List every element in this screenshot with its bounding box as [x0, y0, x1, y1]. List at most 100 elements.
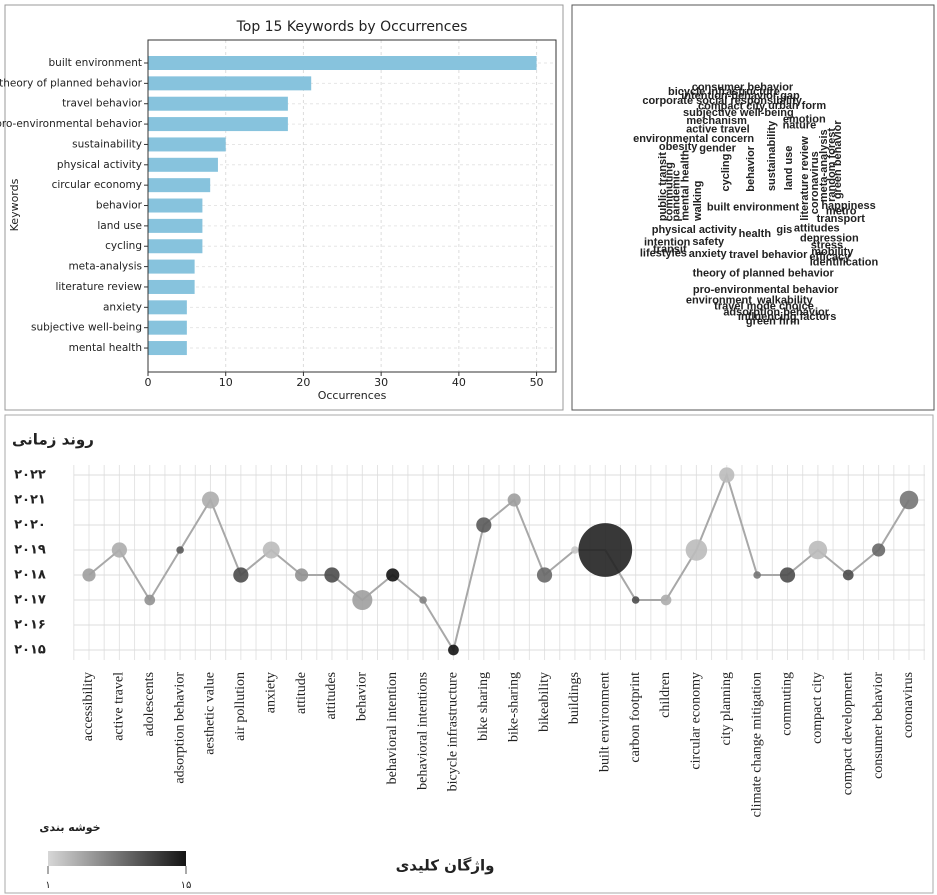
y-tick-label: ۲۰۱۵ — [14, 643, 46, 658]
x-tick-label: bicycle infrastructure — [446, 672, 461, 791]
word: consumer behavior — [692, 82, 794, 94]
bar — [148, 56, 537, 70]
x-tick-label: climate change mitigation — [749, 672, 764, 817]
colorbar-tick-label: ۱۵ — [181, 880, 192, 891]
bar-panel — [4, 4, 564, 411]
y-tick-label: ۲۰۱۷ — [14, 593, 46, 608]
word: metro — [826, 205, 857, 217]
x-tick-label: active travel — [112, 672, 127, 741]
y-tick-label: ۲۰۱۸ — [14, 568, 46, 583]
y-axis-title: روند زمانی — [12, 431, 94, 449]
bubble — [111, 542, 127, 558]
y-tick-label: subjective well-being — [31, 322, 142, 334]
y-tick-label: ۲۰۲۱ — [14, 493, 46, 508]
bubble — [536, 567, 553, 583]
word: travel behavior — [729, 249, 808, 261]
bubble — [448, 644, 459, 656]
word: identification — [810, 256, 879, 268]
x-tick-label: city planning — [719, 672, 734, 746]
bar — [148, 178, 211, 193]
word: mechanism — [686, 115, 747, 127]
bubble — [753, 571, 761, 579]
word: subjective well-being — [683, 107, 794, 119]
x-tick-label: bike-sharing — [506, 672, 521, 742]
x-tick-label: attitudes — [324, 672, 339, 719]
y-tick-label: pro-environmental behavior — [0, 118, 143, 130]
y-tick-label: meta-analysis — [68, 261, 142, 273]
y-tick-label: circular economy — [52, 179, 142, 191]
word: depression — [800, 232, 859, 244]
word: environment — [686, 295, 752, 307]
bubble — [578, 523, 633, 577]
bar — [148, 218, 203, 233]
bubble — [476, 517, 492, 533]
bar — [148, 117, 288, 132]
bubble — [324, 567, 340, 583]
x-tick-label: bikeability — [537, 672, 552, 732]
word: walkability — [756, 295, 814, 307]
word: built environment — [707, 202, 800, 214]
wordcloud-panel — [571, 4, 935, 411]
word: adsorption behavior — [723, 306, 829, 318]
bubble — [295, 568, 309, 582]
y-tick-label: anxiety — [103, 301, 142, 313]
bar — [148, 239, 203, 254]
colorbar-tick-label: ۱ — [45, 880, 50, 891]
x-tick-label: 40 — [452, 376, 466, 389]
bubble — [419, 596, 427, 604]
x-axis-title: واژگان کلیدی — [396, 857, 495, 875]
x-tick-label: consumer behavior — [871, 672, 886, 779]
word: public transit — [657, 152, 669, 221]
y-tick-label: ۲۰۱۹ — [14, 543, 46, 558]
word: green behavior — [832, 120, 844, 200]
y-tick-label: sustainability — [72, 138, 142, 150]
bar — [148, 137, 226, 152]
x-tick-label: circular economy — [689, 672, 704, 770]
word: active travel — [686, 123, 750, 135]
word: theory of planned behavior — [693, 268, 835, 280]
bar — [148, 76, 312, 91]
y-tick-label: physical activity — [57, 159, 142, 171]
word: gender — [699, 143, 736, 155]
x-tick-label: adolescents — [142, 672, 157, 737]
bubble — [899, 490, 919, 510]
colorbar — [48, 851, 186, 866]
word: mental health — [680, 150, 692, 221]
word: meta-analysis — [818, 129, 830, 202]
word: intention — [644, 237, 691, 249]
colorbar-title: خوشه بندی — [39, 821, 100, 834]
word: anxiety — [689, 248, 728, 260]
bar — [148, 96, 288, 111]
word: compact city — [698, 100, 766, 112]
word: nature — [783, 120, 817, 132]
x-axis-title: Occurrences — [318, 389, 387, 402]
x-tick-label: 10 — [219, 376, 233, 389]
word: walking — [692, 181, 704, 222]
word: pandemic — [670, 170, 682, 221]
word: intention-behavior gap — [681, 90, 800, 102]
x-tick-label: compact development — [840, 672, 855, 795]
plot-frame — [147, 39, 557, 373]
word: happiness — [821, 200, 875, 212]
x-tick-label: aesthetic value — [203, 672, 218, 755]
x-tick-label: behavioral intentions — [415, 672, 430, 790]
word: bicycle infrastructure — [668, 86, 780, 98]
word: stress — [811, 239, 843, 251]
word: physical activity — [652, 224, 738, 236]
word: transit — [653, 244, 687, 256]
bubble — [779, 567, 796, 583]
y-tick-label: built environment — [49, 57, 142, 69]
x-tick-label: 20 — [296, 376, 310, 389]
word: attitudes — [794, 222, 840, 234]
y-tick-label: theory of planned behavior — [0, 77, 143, 89]
x-tick-label: 30 — [374, 376, 388, 389]
word: health — [739, 228, 772, 240]
bubble — [842, 569, 854, 581]
word: coronavirus — [809, 151, 821, 214]
x-tick-label: built environment — [598, 672, 613, 772]
word: emotion — [783, 113, 826, 125]
x-tick-label: attitude — [294, 672, 309, 714]
x-tick-label: 0 — [145, 376, 152, 389]
word: random forest — [826, 128, 838, 202]
x-tick-label: behavioral intention — [385, 672, 400, 784]
